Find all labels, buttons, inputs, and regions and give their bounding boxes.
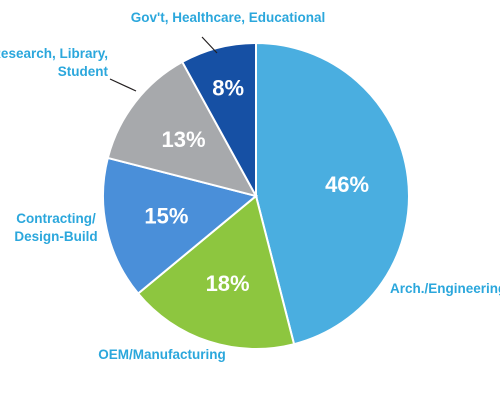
leader-line-govt-healthcare-educational: [201, 36, 218, 54]
pct-label-oem-manufacturing: 18%: [206, 271, 250, 296]
leader-line-research-library-student: [109, 78, 137, 92]
category-labels: Arch./Engineering OEM/Manufacturing Contra…: [0, 10, 500, 362]
category-label-line: Student: [58, 64, 109, 79]
slice-oem-manufacturing: [136, 194, 296, 350]
pie-slices: [102, 41, 410, 350]
label-leaders: [109, 36, 218, 92]
category-label-line: Design-Build: [14, 229, 97, 244]
category-label-oem-manufacturing: OEM/Manufacturing: [98, 347, 226, 362]
slice-research-library-student: [106, 60, 258, 198]
category-label-research-library-student: Research, Library, Student: [0, 46, 108, 79]
category-label-govt-healthcare-educational: Gov't, Healthcare, Educational: [131, 10, 326, 25]
pct-label-arch-engineering: 46%: [325, 172, 369, 197]
category-label-contracting-design-build: Contracting/Design-Build: [14, 211, 97, 244]
category-label-line: OEM/Manufacturing: [98, 347, 226, 362]
category-label-line: Gov't, Healthcare, Educational: [131, 10, 326, 25]
percentage-labels: 46% 18% 15% 13% 8%: [144, 75, 369, 295]
category-label-line: Research, Library,: [0, 46, 108, 61]
category-label-line: Arch./Engineering: [390, 281, 500, 296]
slice-arch-engineering: [255, 41, 410, 346]
pct-label-research-library-student: 13%: [161, 127, 205, 152]
category-label-arch-engineering: Arch./Engineering: [390, 281, 500, 296]
slice-govt-healthcare-educational: [180, 41, 257, 197]
pct-label-govt-healthcare-educational: 8%: [212, 75, 244, 100]
pct-label-contracting-design-build: 15%: [144, 204, 188, 229]
category-label-line: Contracting/: [16, 211, 96, 226]
slice-contracting-design-build: [102, 156, 259, 295]
